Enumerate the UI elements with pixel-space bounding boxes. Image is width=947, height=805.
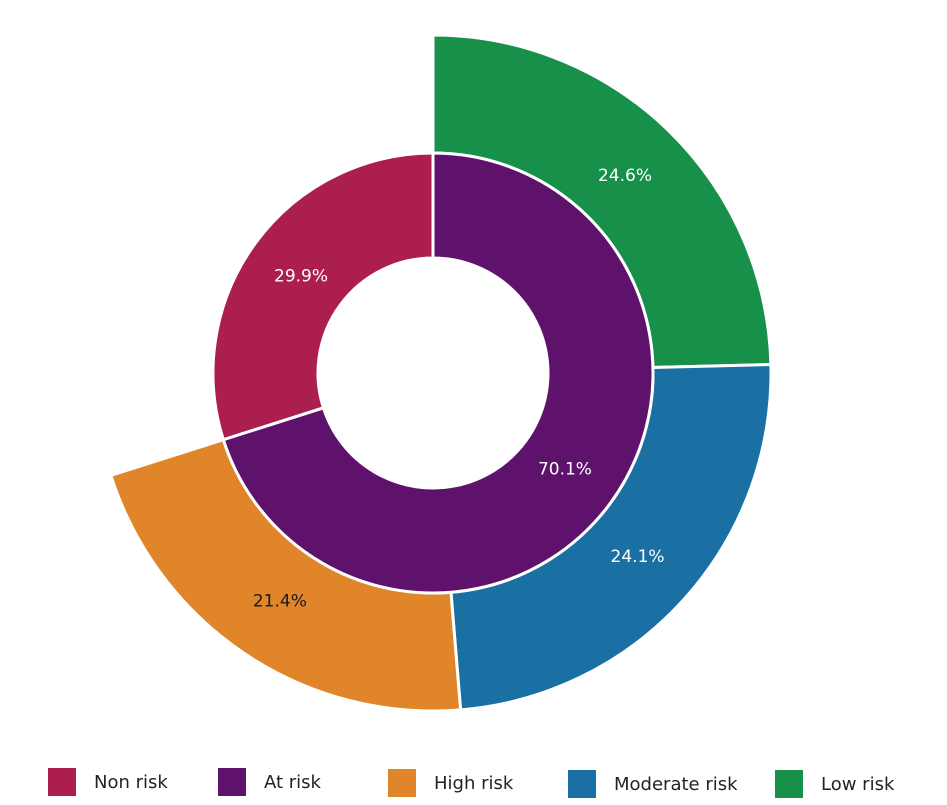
legend-swatch-low-risk (775, 770, 803, 798)
nested-donut-chart: 24.6% 24.1% 21.4% 70.1% 29.9% (109, 33, 773, 713)
legend-swatch-high-risk (388, 769, 416, 797)
outer-label-high-risk: 21.4% (253, 591, 307, 611)
inner-label-non-risk: 29.9% (274, 266, 328, 286)
legend-label-low-risk: Low risk (821, 773, 895, 795)
inner-label-at-risk: 70.1% (538, 460, 592, 480)
inner-slice-at-risk (221, 151, 655, 595)
inner-slice-non-risk (211, 151, 435, 442)
legend-item-at-risk: At risk (218, 767, 321, 797)
legend-swatch-at-risk (218, 768, 246, 796)
legend-label-high-risk: High risk (434, 772, 514, 794)
outer-label-moderate-risk: 24.1% (611, 547, 665, 567)
outer-label-low-risk: 24.6% (598, 166, 652, 186)
legend-label-moderate-risk: Moderate risk (614, 773, 738, 795)
legend-item-moderate-risk: Moderate risk (568, 769, 738, 799)
legend-swatch-non-risk (48, 768, 76, 796)
legend-swatch-moderate-risk (568, 770, 596, 798)
chart-legend: Non risk At risk High risk Moderate risk… (0, 760, 947, 805)
legend-label-non-risk: Non risk (94, 771, 168, 793)
legend-label-at-risk: At risk (264, 771, 321, 793)
legend-item-high-risk: High risk (388, 768, 513, 798)
legend-item-low-risk: Low risk (775, 769, 894, 799)
legend-item-non-risk: Non risk (48, 767, 168, 797)
